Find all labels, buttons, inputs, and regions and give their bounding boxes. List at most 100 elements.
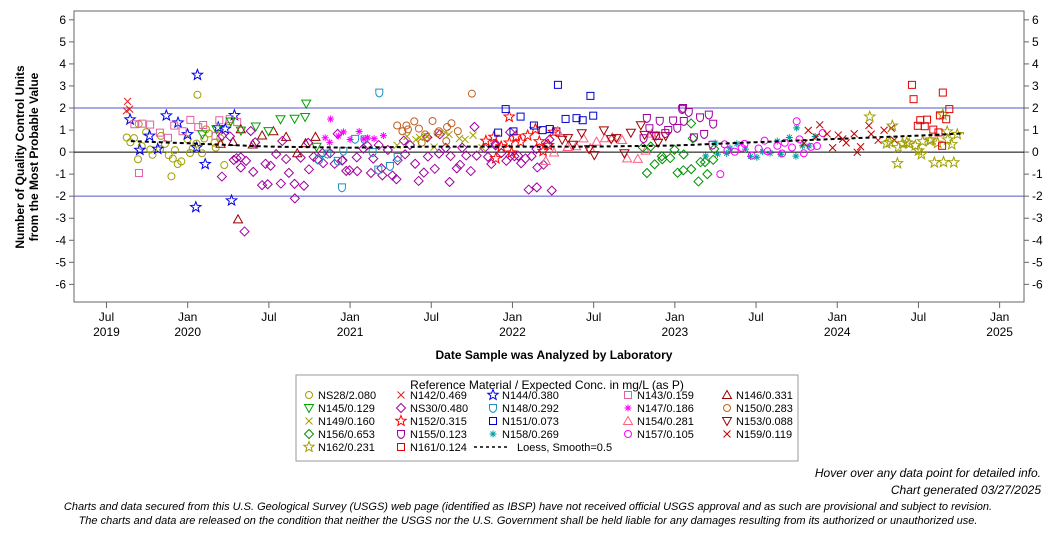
legend-item: N153/0.088 bbox=[721, 416, 793, 428]
x-tick-year: 2024 bbox=[824, 325, 851, 339]
data-point bbox=[567, 140, 579, 151]
data-point bbox=[303, 164, 315, 175]
data-point bbox=[828, 143, 837, 152]
data-point bbox=[471, 150, 482, 161]
data-point bbox=[260, 158, 271, 169]
x-tick-year: 2021 bbox=[337, 325, 364, 339]
data-point bbox=[256, 179, 268, 191]
data-point bbox=[639, 134, 648, 144]
data-point bbox=[812, 142, 821, 151]
data-point bbox=[657, 154, 668, 165]
data-point-outlier bbox=[716, 170, 725, 179]
data-point bbox=[733, 140, 741, 148]
data-point bbox=[235, 126, 247, 137]
data-point bbox=[142, 128, 157, 142]
data-point bbox=[496, 147, 507, 159]
data-point bbox=[538, 159, 549, 170]
data-point bbox=[679, 116, 688, 126]
series-N151/0.073 bbox=[494, 80, 598, 137]
data-point bbox=[469, 121, 480, 133]
data-point bbox=[428, 116, 437, 125]
data-point bbox=[753, 153, 761, 161]
data-point bbox=[940, 124, 954, 138]
data-point bbox=[556, 135, 568, 146]
data-point bbox=[360, 135, 368, 143]
data-point bbox=[641, 167, 653, 179]
data-point bbox=[334, 132, 342, 140]
series-NS30/0.480 bbox=[216, 121, 557, 237]
data-point bbox=[453, 127, 462, 136]
legend-item: NS30/0.480 bbox=[395, 402, 468, 415]
data-point bbox=[283, 167, 295, 179]
data-point bbox=[686, 163, 697, 175]
data-point bbox=[256, 129, 268, 140]
x-axis-title: Date Sample was Analyzed by Laboratory bbox=[436, 348, 673, 362]
series-N142/0.469 bbox=[122, 97, 134, 115]
data-point bbox=[707, 154, 719, 166]
legend-item: N150/0.283 bbox=[723, 403, 793, 415]
data-point bbox=[178, 127, 187, 136]
data-point bbox=[536, 144, 550, 157]
legend-label: N142/0.469 bbox=[410, 390, 467, 402]
data-point bbox=[902, 136, 916, 150]
data-point bbox=[461, 135, 469, 144]
data-point bbox=[186, 115, 195, 124]
legend-label: N151/0.073 bbox=[502, 416, 559, 428]
data-point bbox=[589, 111, 598, 120]
data-point bbox=[216, 171, 228, 182]
data-point bbox=[323, 149, 332, 159]
x-tick-label: Jul bbox=[748, 310, 763, 324]
data-point bbox=[248, 166, 259, 178]
data-point bbox=[275, 178, 287, 189]
series-N155/0.123 bbox=[639, 104, 718, 150]
disclaimer-line2: The charts and data are released on the … bbox=[78, 515, 978, 527]
data-point bbox=[529, 121, 538, 130]
data-point bbox=[130, 120, 139, 129]
data-point-outlier bbox=[289, 193, 301, 204]
data-point bbox=[665, 152, 676, 164]
legend-marker bbox=[721, 389, 733, 399]
legend-marker bbox=[486, 388, 500, 401]
data-point bbox=[850, 129, 859, 138]
legend-item: N144/0.380 bbox=[486, 388, 559, 402]
data-point bbox=[931, 135, 945, 149]
data-point bbox=[351, 152, 362, 163]
data-point bbox=[317, 157, 329, 169]
data-point bbox=[177, 157, 186, 166]
data-point-outlier bbox=[685, 118, 697, 129]
data-point-outlier bbox=[190, 67, 204, 81]
data-point bbox=[605, 135, 617, 145]
data-point bbox=[546, 185, 557, 196]
data-point bbox=[640, 145, 651, 155]
data-point bbox=[403, 125, 412, 134]
data-point bbox=[645, 141, 656, 152]
data-point-outlier bbox=[702, 168, 713, 180]
legend-marker bbox=[489, 417, 497, 425]
data-point bbox=[123, 112, 137, 126]
data-point bbox=[365, 167, 377, 179]
data-point bbox=[215, 138, 226, 148]
data-point bbox=[250, 122, 262, 133]
legend-item: N162/0.231 bbox=[302, 440, 375, 454]
data-point bbox=[696, 113, 705, 123]
data-point bbox=[890, 136, 899, 144]
data-point bbox=[540, 155, 552, 165]
data-point bbox=[385, 162, 394, 172]
legend-label: N154/0.281 bbox=[637, 416, 694, 428]
legend-label: N157/0.105 bbox=[637, 429, 694, 441]
data-point bbox=[678, 149, 689, 160]
y-tick-label-left: -2 bbox=[55, 189, 66, 203]
data-point bbox=[541, 138, 555, 151]
data-point bbox=[693, 176, 704, 187]
data-point bbox=[351, 134, 360, 144]
data-point bbox=[289, 114, 300, 125]
data-point bbox=[723, 149, 731, 157]
data-point bbox=[265, 160, 276, 171]
data-point bbox=[233, 118, 242, 127]
y-tick-label-left: -4 bbox=[55, 233, 66, 247]
legend-label: N145/0.129 bbox=[318, 403, 375, 415]
data-point bbox=[133, 143, 147, 156]
legend-label-loess: Loess, Smooth=0.5 bbox=[517, 442, 612, 454]
data-point-outlier bbox=[337, 183, 346, 193]
